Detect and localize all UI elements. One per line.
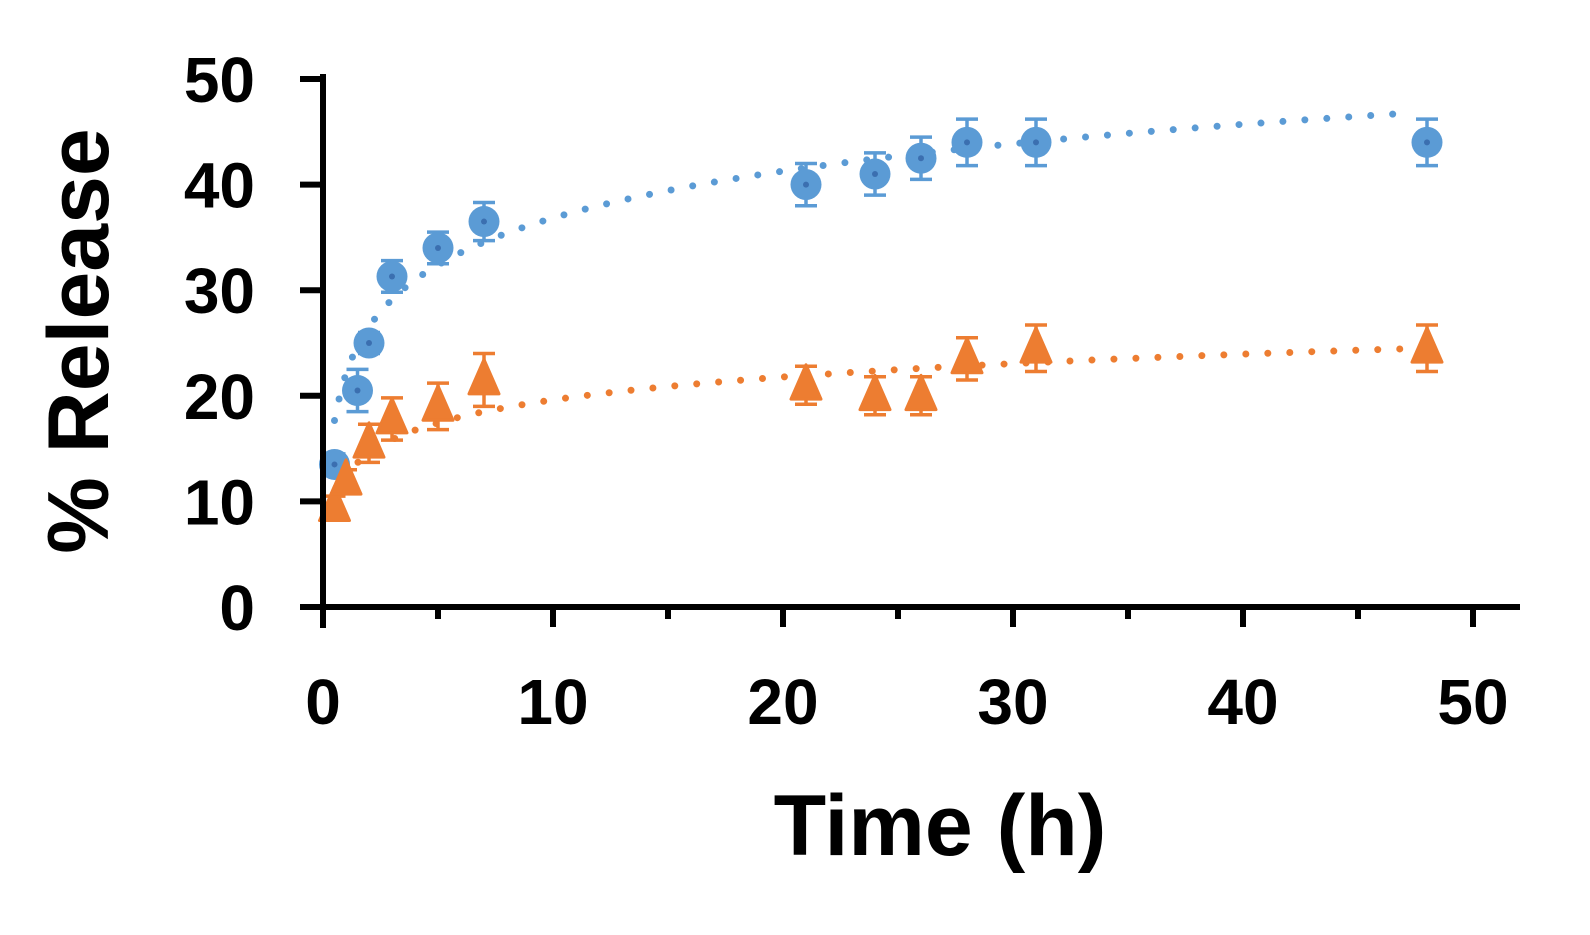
orange-triangle-marker — [1410, 326, 1444, 364]
blue-trendline — [331, 109, 1408, 424]
blue-marker-center — [1033, 139, 1039, 146]
y-tick-label: 10 — [184, 466, 255, 538]
blue-marker-center — [872, 171, 878, 178]
blue-marker-center — [366, 340, 372, 346]
y-tick-label: 20 — [184, 361, 255, 433]
x-tick-label: 0 — [305, 666, 341, 738]
orange-triangle-marker — [950, 336, 984, 375]
blue-marker-center — [481, 218, 487, 225]
orange-triangle-marker — [467, 358, 501, 396]
x-tick-label: 40 — [1207, 666, 1278, 738]
y-tick-label: 30 — [184, 255, 255, 327]
blue-marker-center — [331, 461, 338, 468]
y-tick-label: 50 — [184, 44, 255, 116]
blue-marker-center — [354, 387, 361, 394]
blue-marker-center — [435, 244, 441, 251]
orange-triangle-marker — [318, 484, 351, 523]
data-markers — [318, 126, 1444, 523]
x-tick-label: 50 — [1437, 666, 1508, 738]
orange-triangle-marker — [352, 421, 386, 459]
y-tick-label: 0 — [219, 572, 255, 644]
axes — [300, 74, 1520, 628]
orange-triangle-marker — [789, 363, 823, 401]
tick-labels: 0 10 20 30 40 50 0 10 20 30 40 50 — [184, 44, 1509, 738]
orange-triangle-marker — [1019, 326, 1053, 364]
y-axis-title: % Release — [31, 128, 127, 554]
trendlines — [331, 109, 1408, 503]
y-tick-label: 40 — [184, 150, 255, 222]
blue-marker-center — [1424, 139, 1430, 146]
x-axis-title: Time (h) — [774, 778, 1107, 874]
blue-marker-center — [964, 139, 970, 146]
x-tick-label: 10 — [517, 666, 588, 738]
blue-marker-center — [389, 273, 395, 280]
tick-marks — [300, 76, 1476, 627]
orange-triangle-marker — [329, 458, 363, 496]
orange-triangle-marker — [858, 373, 892, 412]
blue-marker-center — [918, 155, 924, 162]
blue-marker-center — [803, 181, 809, 188]
orange-triangle-marker — [904, 373, 938, 412]
x-tick-label: 30 — [977, 666, 1048, 738]
x-tick-label: 20 — [747, 666, 818, 738]
orange-triangle-marker — [375, 397, 409, 435]
orange-trendline — [331, 345, 1408, 503]
orange-triangle-marker — [421, 384, 455, 422]
